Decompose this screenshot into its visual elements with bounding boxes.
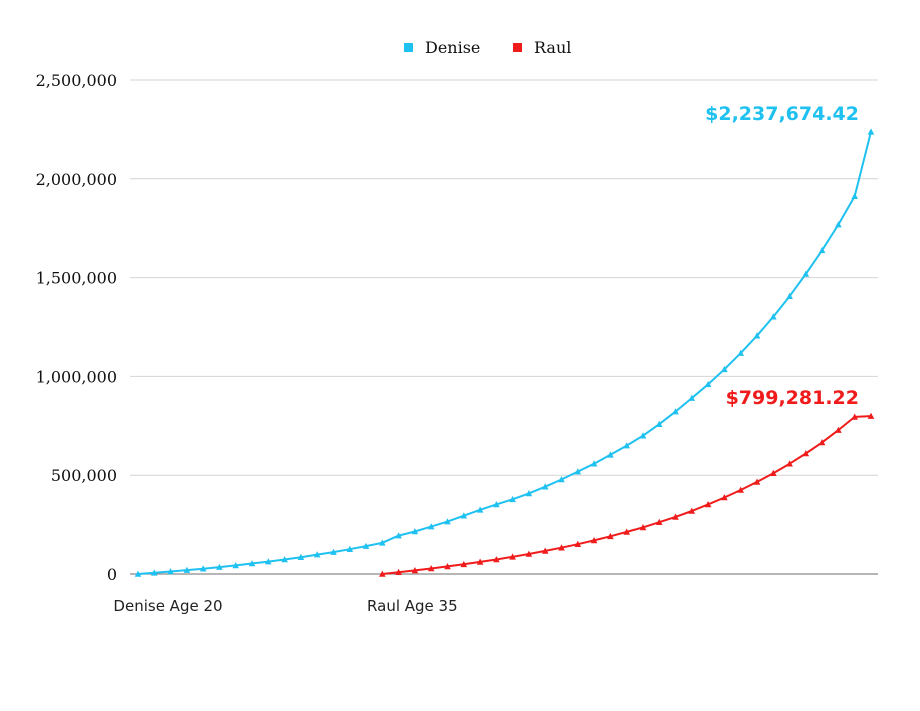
legend-swatch-raul (513, 43, 522, 52)
y-tick-label: 2,500,000 (36, 71, 117, 90)
x-label: Denise Age 20 (113, 597, 222, 615)
x-label: Raul Age 35 (367, 597, 458, 615)
end-label-denise: $2,237,674.42 (705, 103, 859, 125)
series-line-denise (138, 132, 871, 574)
series-lines (135, 128, 875, 576)
y-tick-label: 0 (107, 565, 117, 584)
gridlines (130, 80, 878, 574)
legend-label-raul: Raul (534, 38, 571, 57)
legend-label-denise: Denise (425, 38, 480, 57)
y-axis-tick-labels: 0 500,000 1,000,000 1,500,000 2,000,000 2,500… (36, 71, 117, 584)
y-tick-label: 1,000,000 (36, 367, 117, 386)
x-axis-labels: Denise Age 20 Raul Age 35 (113, 597, 457, 615)
end-label-raul: $799,281.22 (726, 387, 859, 409)
y-tick-label: 500,000 (51, 466, 117, 485)
legend: Denise Raul (404, 38, 571, 57)
series-line-raul (382, 416, 871, 574)
data-point-denise (851, 193, 858, 199)
y-tick-label: 1,500,000 (36, 269, 117, 288)
data-point-denise (868, 128, 875, 134)
y-tick-label: 2,000,000 (36, 170, 117, 189)
legend-swatch-denise (404, 43, 413, 52)
retirement-growth-chart: 0 500,000 1,000,000 1,500,000 2,000,000 2,500… (0, 0, 920, 711)
end-value-labels: $2,237,674.42 $799,281.22 (705, 103, 859, 409)
